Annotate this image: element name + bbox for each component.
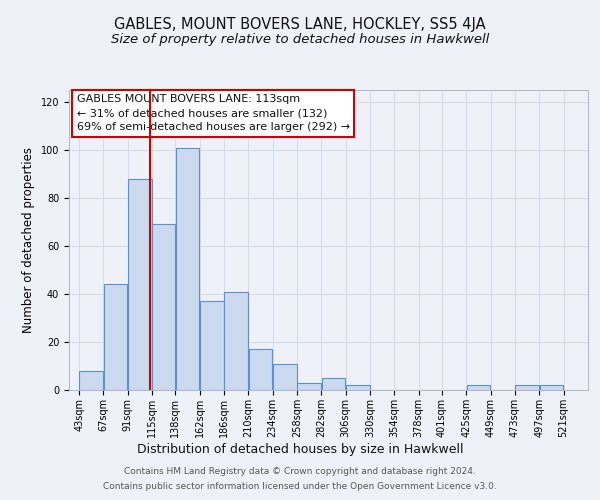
Text: Size of property relative to detached houses in Hawkwell: Size of property relative to detached ho… — [111, 32, 489, 46]
Text: Contains public sector information licensed under the Open Government Licence v3: Contains public sector information licen… — [103, 482, 497, 491]
Bar — [467, 385, 490, 390]
Bar — [539, 385, 563, 390]
Bar — [322, 378, 346, 390]
Bar — [298, 383, 321, 390]
Bar — [104, 284, 127, 390]
Text: Distribution of detached houses by size in Hawkwell: Distribution of detached houses by size … — [137, 442, 463, 456]
Bar — [176, 148, 199, 390]
Bar — [273, 364, 297, 390]
Bar — [224, 292, 248, 390]
Bar — [515, 385, 539, 390]
Bar — [346, 385, 370, 390]
Text: Contains HM Land Registry data © Crown copyright and database right 2024.: Contains HM Land Registry data © Crown c… — [124, 467, 476, 476]
Bar — [128, 179, 152, 390]
Bar — [200, 301, 224, 390]
Text: GABLES, MOUNT BOVERS LANE, HOCKLEY, SS5 4JA: GABLES, MOUNT BOVERS LANE, HOCKLEY, SS5 … — [114, 18, 486, 32]
Y-axis label: Number of detached properties: Number of detached properties — [22, 147, 35, 333]
Bar — [152, 224, 175, 390]
Bar — [79, 371, 103, 390]
Text: GABLES MOUNT BOVERS LANE: 113sqm
← 31% of detached houses are smaller (132)
69% : GABLES MOUNT BOVERS LANE: 113sqm ← 31% o… — [77, 94, 350, 132]
Bar — [249, 349, 272, 390]
